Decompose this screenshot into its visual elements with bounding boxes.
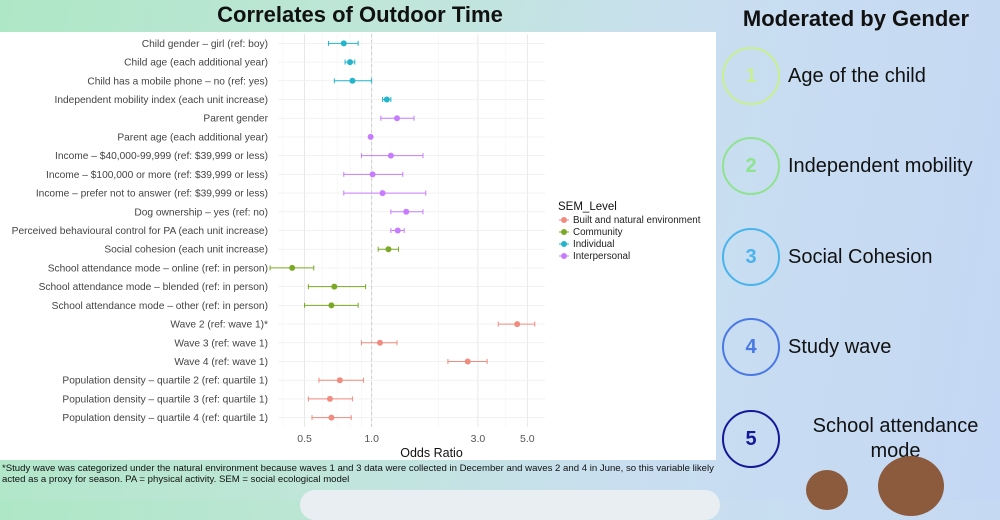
x-tick-label: 1.0	[364, 433, 379, 445]
chart-title: Correlates of Outdoor Time	[217, 2, 503, 27]
odds-ratio-point	[369, 171, 376, 178]
row-label: Income – $100,000 or more (ref: $39,999 …	[46, 170, 268, 181]
moderator-item-1: 1 Age of the child	[722, 47, 1000, 107]
row-label: Child has a mobile phone – no (ref: yes)	[87, 76, 268, 87]
odds-ratio-point	[328, 414, 335, 421]
moderator-label-2: Independent mobility	[788, 154, 973, 177]
row-label: Wave 4 (ref: wave 1)	[174, 357, 268, 368]
x-tick-label: 3.0	[471, 433, 486, 445]
row-label: Independent mobility index (each unit in…	[55, 95, 269, 106]
legend-entry: Community	[573, 227, 623, 238]
moderators-panel: Moderated by Gender 1 Age of the child 2…	[712, 0, 1000, 516]
row-label: Wave 3 (ref: wave 1)	[174, 338, 268, 349]
row-label: Parent age (each additional year)	[117, 132, 268, 143]
x-axis-label: Odds Ratio	[400, 446, 463, 460]
odds-ratio-point	[387, 152, 394, 159]
row-label: School attendance mode – blended (ref: i…	[39, 282, 268, 293]
odds-ratio-point	[385, 246, 392, 253]
moderator-label-4: Study wave	[788, 335, 892, 358]
legend-entry: Built and natural environment	[573, 215, 701, 226]
x-tick-label: 0.5	[297, 433, 312, 445]
row-label: Child age (each additional year)	[124, 58, 268, 69]
odds-ratio-point	[347, 59, 354, 66]
moderator-item-3: 3 Social Cohesion	[722, 228, 1000, 288]
odds-ratio-point	[376, 339, 383, 346]
decorative-blob	[878, 456, 944, 516]
bottom-bar	[300, 490, 720, 520]
footnote: *Study wave was categorized under the na…	[2, 463, 714, 485]
x-tick-label: 5.0	[520, 433, 535, 445]
odds-ratio-point	[349, 77, 356, 84]
row-label: Child gender – girl (ref: boy)	[142, 39, 268, 50]
row-label: Wave 2 (ref: wave 1)*	[170, 320, 268, 331]
forest-plot-panel: Child gender – girl (ref: boy) Child age …	[0, 32, 716, 460]
forest-plot: Child gender – girl (ref: boy) Child age …	[12, 34, 701, 460]
moderator-label-1: Age of the child	[788, 64, 926, 87]
odds-ratio-point	[383, 96, 390, 103]
row-label: School attendance mode – other (ref: in …	[52, 301, 268, 312]
legend-entry: Interpersonal	[573, 251, 630, 262]
odds-ratio-point	[394, 115, 401, 122]
number-circle-1: 1	[722, 47, 780, 105]
number-circle-5: 5	[722, 410, 780, 468]
odds-ratio-point	[326, 395, 333, 402]
row-label: Income – prefer not to answer (ref: $39,…	[36, 189, 268, 200]
number-circle-4: 4	[722, 318, 780, 376]
odds-ratio-point	[464, 358, 471, 365]
row-label: School attendance mode – online (ref: in…	[48, 263, 268, 274]
row-label: Population density – quartile 2 (ref: qu…	[62, 376, 268, 387]
moderator-item-4: 4 Study wave	[722, 318, 1000, 378]
number-circle-2: 2	[722, 137, 780, 195]
odds-ratio-point	[340, 40, 347, 47]
odds-ratio-point	[289, 264, 296, 271]
row-label: Parent gender	[203, 114, 268, 125]
odds-ratio-point	[379, 190, 386, 197]
odds-ratio-point	[331, 283, 338, 290]
row-label: Population density – quartile 3 (ref: qu…	[62, 394, 268, 405]
row-label: Dog ownership – yes (ref: no)	[134, 207, 268, 218]
odds-ratio-point	[336, 377, 343, 384]
row-label: Population density – quartile 4 (ref: qu…	[62, 413, 268, 424]
decorative-blob	[806, 470, 848, 510]
moderator-label-3: Social Cohesion	[788, 245, 933, 268]
legend-title: SEM_Level	[558, 201, 617, 213]
odds-ratio-point	[328, 302, 335, 309]
number-circle-3: 3	[722, 228, 780, 286]
odds-ratio-point	[367, 133, 374, 140]
row-label: Perceived behavioural control for PA (ea…	[12, 226, 268, 237]
moderators-title: Moderated by Gender	[742, 6, 970, 31]
odds-ratio-point	[403, 208, 410, 215]
row-label: Income – $40,000-99,999 (ref: $39,999 or…	[55, 151, 268, 162]
row-label: Social cohesion (each unit increase)	[104, 245, 268, 256]
odds-ratio-point	[514, 321, 521, 328]
odds-ratio-point	[394, 227, 401, 234]
moderator-item-5: 5 School attendance mode	[722, 410, 1000, 470]
moderator-item-2: 2 Independent mobility	[722, 137, 1000, 197]
legend-entry: Individual	[573, 239, 614, 250]
